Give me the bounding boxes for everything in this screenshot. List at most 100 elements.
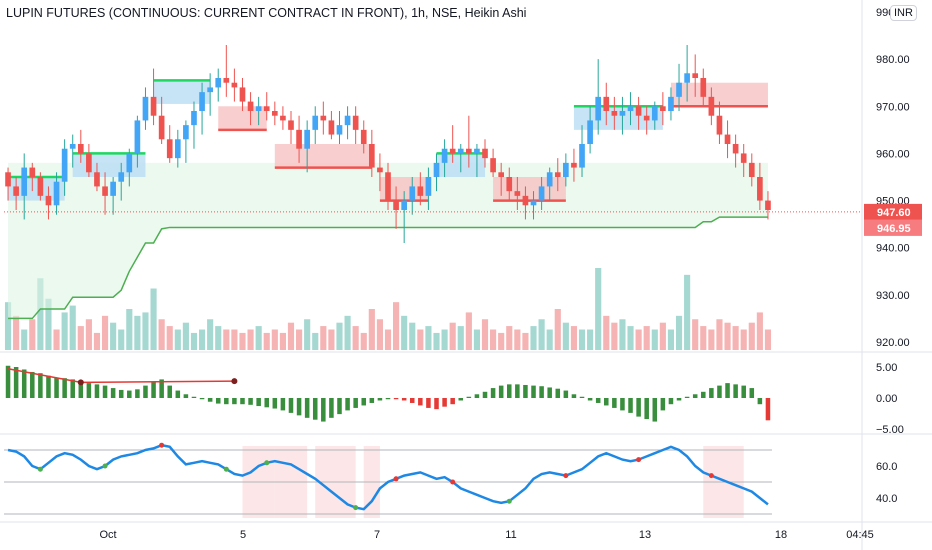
candle-body bbox=[441, 148, 448, 163]
candle-body bbox=[401, 200, 407, 210]
candle-body bbox=[183, 125, 189, 140]
candle-body bbox=[563, 162, 569, 177]
volume-bar bbox=[514, 329, 521, 350]
histogram-bar bbox=[337, 398, 342, 415]
candle-body bbox=[724, 134, 731, 144]
candle-body bbox=[554, 172, 561, 177]
histogram-bar bbox=[450, 398, 455, 405]
candle-body bbox=[86, 153, 92, 173]
candle-body bbox=[684, 73, 690, 83]
histogram-bar bbox=[555, 388, 561, 398]
candle-body bbox=[482, 148, 488, 159]
volume-bar bbox=[684, 274, 691, 350]
candle-body bbox=[385, 172, 391, 201]
histogram-bar bbox=[595, 398, 601, 403]
candle-body bbox=[457, 148, 464, 154]
histogram-bar bbox=[377, 398, 383, 401]
volume-bar bbox=[215, 326, 222, 350]
volume-bar bbox=[198, 329, 206, 350]
histogram-bar bbox=[70, 379, 75, 398]
histogram-bar bbox=[38, 373, 43, 398]
volume-bar bbox=[433, 332, 440, 350]
histogram-bar bbox=[127, 390, 132, 398]
candle-body bbox=[417, 186, 424, 196]
volume-bar bbox=[764, 329, 772, 350]
candle-body bbox=[328, 120, 335, 135]
volume-bar bbox=[627, 326, 634, 350]
candle-body bbox=[692, 73, 699, 78]
macd-tick-label: 5.00 bbox=[876, 362, 897, 374]
histogram-bar bbox=[46, 375, 51, 398]
histogram-bar bbox=[393, 398, 399, 400]
histogram-bar bbox=[620, 398, 625, 411]
currency-badge[interactable]: INR bbox=[890, 5, 917, 21]
volume-bar bbox=[69, 305, 76, 350]
candle-body bbox=[61, 148, 68, 182]
histogram-bar bbox=[418, 398, 423, 406]
price-badge-label: 947.60 bbox=[877, 207, 911, 219]
candle-body bbox=[69, 144, 76, 149]
volume-bar bbox=[376, 319, 383, 350]
histogram-bar bbox=[531, 385, 536, 398]
histogram-bar bbox=[353, 398, 358, 408]
histogram-bar bbox=[409, 398, 415, 403]
volume-bar bbox=[587, 329, 594, 350]
volume-bar bbox=[667, 329, 675, 350]
histogram-bar bbox=[636, 398, 641, 417]
volume-bar bbox=[239, 332, 246, 350]
price-tick-label: 970.00 bbox=[876, 101, 910, 113]
candle-body bbox=[174, 139, 181, 159]
histogram-bar bbox=[288, 398, 294, 413]
candle-body bbox=[619, 111, 626, 116]
candle-body bbox=[247, 101, 254, 111]
volume-bar bbox=[4, 302, 12, 350]
macd-tick-label: −5.00 bbox=[876, 424, 904, 436]
candle-body bbox=[191, 111, 197, 126]
volume-bar bbox=[174, 329, 181, 350]
histogram-bar bbox=[94, 384, 100, 398]
volume-bar bbox=[724, 322, 731, 350]
candle-body bbox=[336, 125, 343, 135]
time-tick-label: Oct bbox=[99, 529, 116, 541]
candle-body bbox=[425, 177, 432, 196]
candle-body bbox=[668, 96, 674, 111]
volume-bar bbox=[344, 315, 351, 350]
candle-body bbox=[142, 96, 149, 121]
histogram-bar bbox=[490, 388, 496, 398]
price-tick-label: 940.00 bbox=[876, 243, 910, 255]
rsi-pivot-marker bbox=[563, 473, 569, 479]
volume-bar bbox=[134, 315, 141, 350]
volume-bar bbox=[570, 326, 578, 350]
price-tick-label: 980.00 bbox=[876, 54, 910, 66]
histogram-bar bbox=[733, 384, 738, 398]
candle-body bbox=[94, 172, 100, 187]
candle-body bbox=[506, 177, 513, 192]
histogram-bar bbox=[579, 396, 585, 398]
time-tick-label: 18 bbox=[775, 529, 787, 541]
volume-bar bbox=[675, 315, 683, 350]
histogram-bar bbox=[183, 394, 189, 398]
volume-bar bbox=[716, 319, 723, 350]
histogram-bar bbox=[644, 398, 649, 420]
candle-body bbox=[643, 115, 650, 121]
candle-body bbox=[757, 177, 763, 201]
channel-fill bbox=[573, 106, 663, 130]
histogram-bar bbox=[102, 385, 108, 398]
channel-fill bbox=[218, 106, 267, 130]
rsi-pivot-marker bbox=[708, 473, 714, 479]
volume-bar bbox=[554, 309, 561, 350]
candle-body bbox=[134, 120, 141, 154]
volume-bar bbox=[352, 326, 359, 350]
volume-bar bbox=[619, 319, 626, 350]
rsi-pivot-marker bbox=[353, 505, 359, 511]
candle-body bbox=[199, 92, 205, 111]
volume-bar bbox=[101, 315, 109, 350]
candle-body bbox=[150, 96, 157, 116]
histogram-bar bbox=[709, 388, 714, 398]
candle-body bbox=[708, 96, 715, 116]
volume-bar bbox=[748, 322, 755, 350]
histogram-bar bbox=[272, 398, 278, 409]
histogram-bar bbox=[515, 384, 520, 398]
rsi-pivot-marker bbox=[264, 460, 270, 466]
